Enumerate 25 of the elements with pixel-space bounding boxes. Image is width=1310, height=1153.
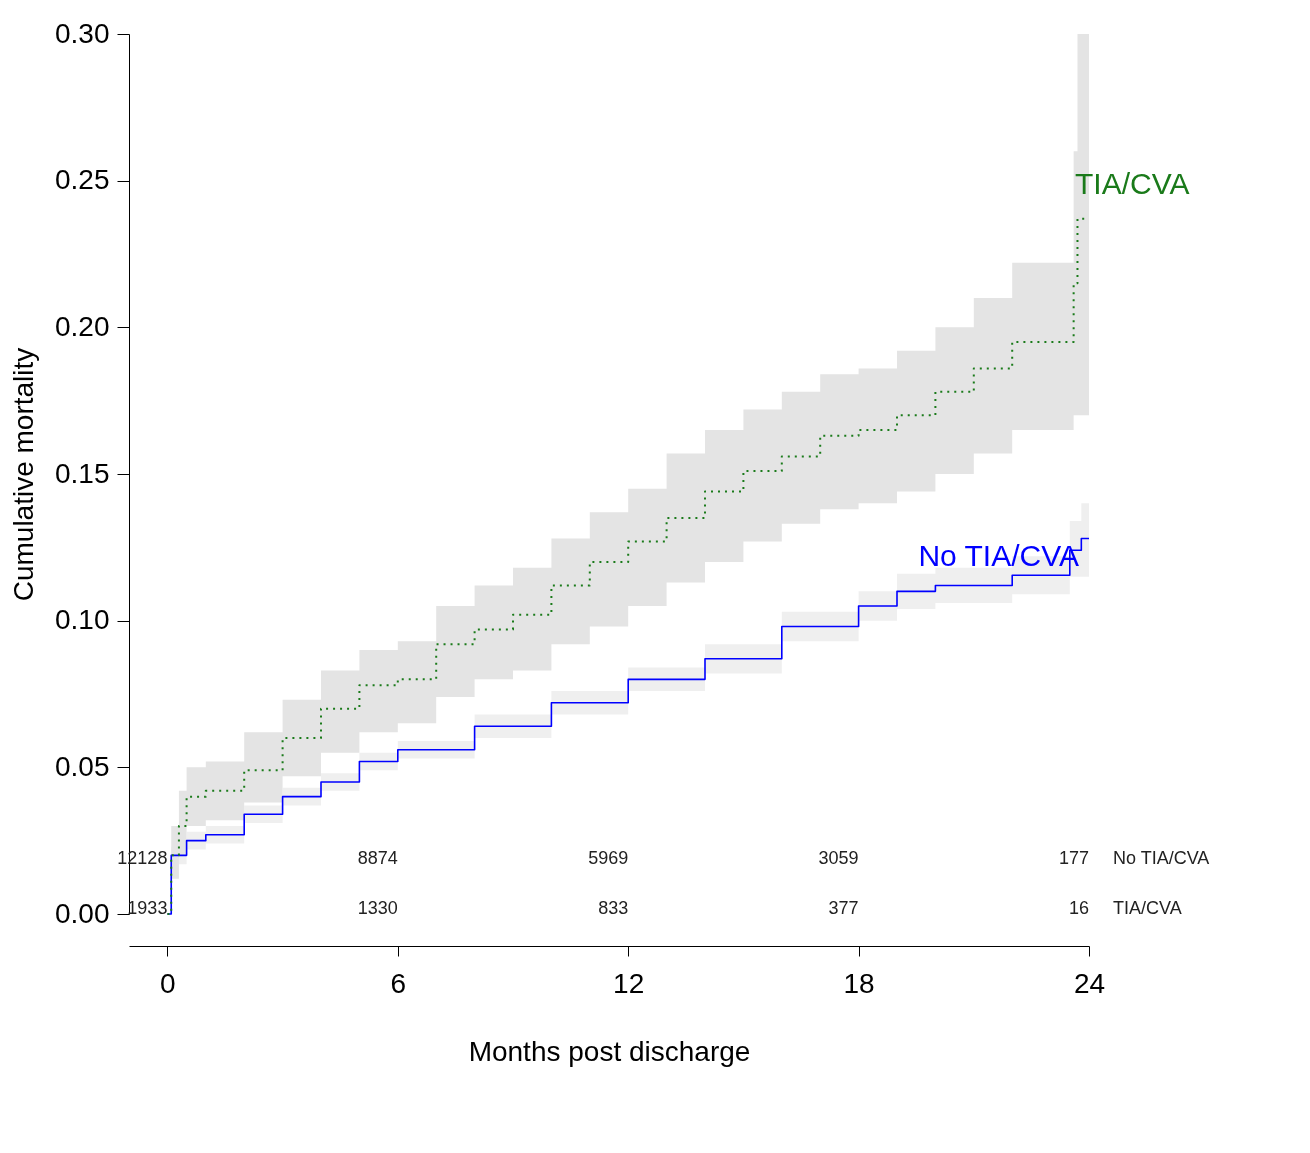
- x-tick-label: 24: [1073, 967, 1106, 999]
- x-tick-label: 6: [390, 967, 407, 999]
- y-tick-label: 0.30: [55, 17, 110, 49]
- series-label: TIA/CVA: [1075, 166, 1190, 200]
- x-tick-label: 18: [843, 967, 875, 999]
- text: TIA/CVA: [1113, 898, 1182, 918]
- x-tick-label: 12: [613, 967, 645, 999]
- annotation: 5969: [588, 848, 629, 868]
- annotation: 377: [828, 898, 859, 918]
- y-tick-label: 0.25: [55, 164, 110, 196]
- y-axis-title: Cumulative mortality: [8, 347, 39, 602]
- x-axis-title: Months post discharge: [468, 1035, 751, 1067]
- annotation: 1330: [357, 898, 398, 918]
- annotation: 16: [1068, 898, 1089, 918]
- y-tick-label: 0.10: [55, 604, 110, 636]
- y-tick-label: 0.15: [55, 457, 110, 489]
- y-tick-label: 0.20: [55, 310, 110, 342]
- x-tick-label: 0: [160, 967, 176, 999]
- y-tick-label: 0.00: [55, 897, 110, 929]
- y-tick-label: 0.05: [55, 750, 110, 782]
- annotation: 8874: [357, 848, 398, 868]
- annotation: 3059: [818, 848, 859, 868]
- text: No TIA/CVA: [1113, 848, 1210, 868]
- annotation: 833: [598, 898, 629, 918]
- annotation: 177: [1058, 848, 1089, 868]
